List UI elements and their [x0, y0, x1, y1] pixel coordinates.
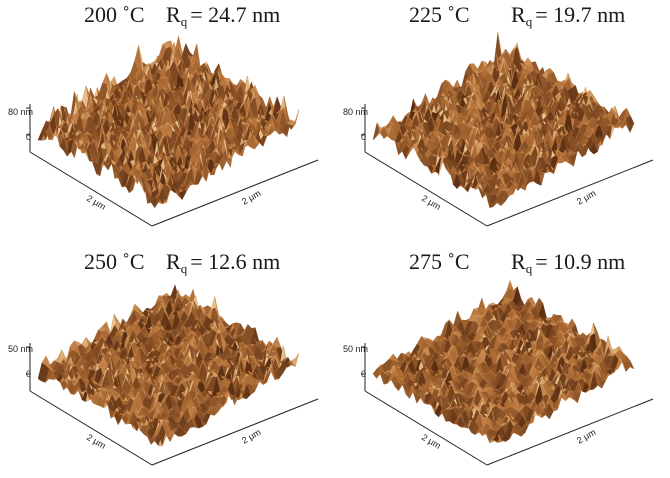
y-axis-label: 2 μm — [575, 188, 597, 207]
rq-value: = 19.7 nm — [535, 2, 626, 27]
y-axis-label: 2 μm — [575, 427, 597, 446]
plot-axes — [26, 104, 319, 227]
z-zero-label: 0 — [361, 369, 366, 379]
panel-title: 225 ˚C Rq = 19.7 nm — [335, 0, 670, 34]
x-axis-label: 2 μm — [85, 193, 107, 212]
x-axis-line — [29, 151, 153, 227]
z-scale-label: 80 nm — [8, 107, 33, 117]
surface-render — [372, 31, 635, 209]
plot-axes — [361, 104, 654, 227]
rq-symbol: R — [511, 2, 526, 27]
panel-title: 275 ˚C Rq = 10.9 nm — [335, 239, 670, 276]
x-axis-label: 2 μm — [420, 193, 442, 212]
panel-title: 250 ˚C Rq = 12.6 nm — [0, 239, 335, 276]
rq-subscript: q — [180, 14, 188, 29]
afm-surface-plot: 50 nm 0 2 μm 2 μm — [343, 279, 654, 466]
afm-panel-250c: 250 ˚C Rq = 12.6 nm 50 nm 0 2 μm 2 μm — [0, 239, 335, 478]
surface-render — [372, 279, 635, 444]
x-axis-line — [364, 151, 488, 227]
x-axis-label: 2 μm — [85, 432, 107, 451]
rq-subscript: q — [525, 14, 533, 29]
rq-value: = 12.6 nm — [190, 249, 281, 274]
afm-surface-plot: 80 nm 0 2 μm 2 μm — [343, 31, 654, 227]
z-scale-label: 50 nm — [343, 344, 368, 354]
rq-symbol: R — [511, 249, 526, 274]
x-axis-line — [364, 390, 488, 466]
plot-axes — [26, 343, 319, 466]
y-axis-label: 2 μm — [240, 427, 262, 446]
roughness-label: Rq = 10.9 nm — [511, 249, 625, 277]
temperature-label: 225 ˚C — [409, 2, 470, 27]
z-zero-label: 0 — [361, 132, 366, 142]
x-axis-label: 2 μm — [420, 432, 442, 451]
y-axis-line — [151, 398, 319, 466]
afm-panel-275c: 275 ˚C Rq = 10.9 nm 50 nm 0 2 μm 2 μm — [335, 239, 670, 478]
temperature-label: 250 ˚C — [84, 249, 145, 274]
rq-subscript: q — [180, 261, 188, 276]
x-axis-line — [29, 390, 153, 466]
roughness-label: Rq = 24.7 nm — [166, 2, 280, 30]
rq-symbol: R — [166, 249, 181, 274]
rq-value: = 10.9 nm — [535, 249, 626, 274]
panel-title: 200 ˚C Rq = 24.7 nm — [0, 0, 335, 34]
z-scale-label: 50 nm — [8, 344, 33, 354]
temperature-label: 200 ˚C — [84, 2, 145, 27]
z-zero-label: 0 — [26, 132, 31, 142]
afm-panel-200c: 200 ˚C Rq = 24.7 nm 80 nm 0 2 μm 2 μm — [0, 0, 335, 239]
roughness-label: Rq = 19.7 nm — [511, 2, 625, 30]
plot-axes — [361, 343, 654, 466]
rq-symbol: R — [166, 2, 181, 27]
z-scale-label: 80 nm — [343, 107, 368, 117]
rq-value: = 24.7 nm — [190, 2, 281, 27]
y-axis-line — [486, 159, 654, 227]
surface-render — [37, 35, 300, 209]
y-axis-line — [486, 398, 654, 466]
temperature-label: 275 ˚C — [409, 249, 470, 274]
z-zero-label: 0 — [26, 369, 31, 379]
surface-render — [37, 284, 300, 447]
rq-subscript: q — [525, 261, 533, 276]
afm-surface-plot: 80 nm 0 2 μm 2 μm — [8, 35, 319, 227]
y-axis-label: 2 μm — [240, 188, 262, 207]
roughness-label: Rq = 12.6 nm — [166, 249, 280, 277]
y-axis-line — [151, 159, 319, 227]
afm-panel-225c: 225 ˚C Rq = 19.7 nm 80 nm 0 2 μm 2 μm — [335, 0, 670, 239]
afm-surface-plot: 50 nm 0 2 μm 2 μm — [8, 284, 319, 466]
